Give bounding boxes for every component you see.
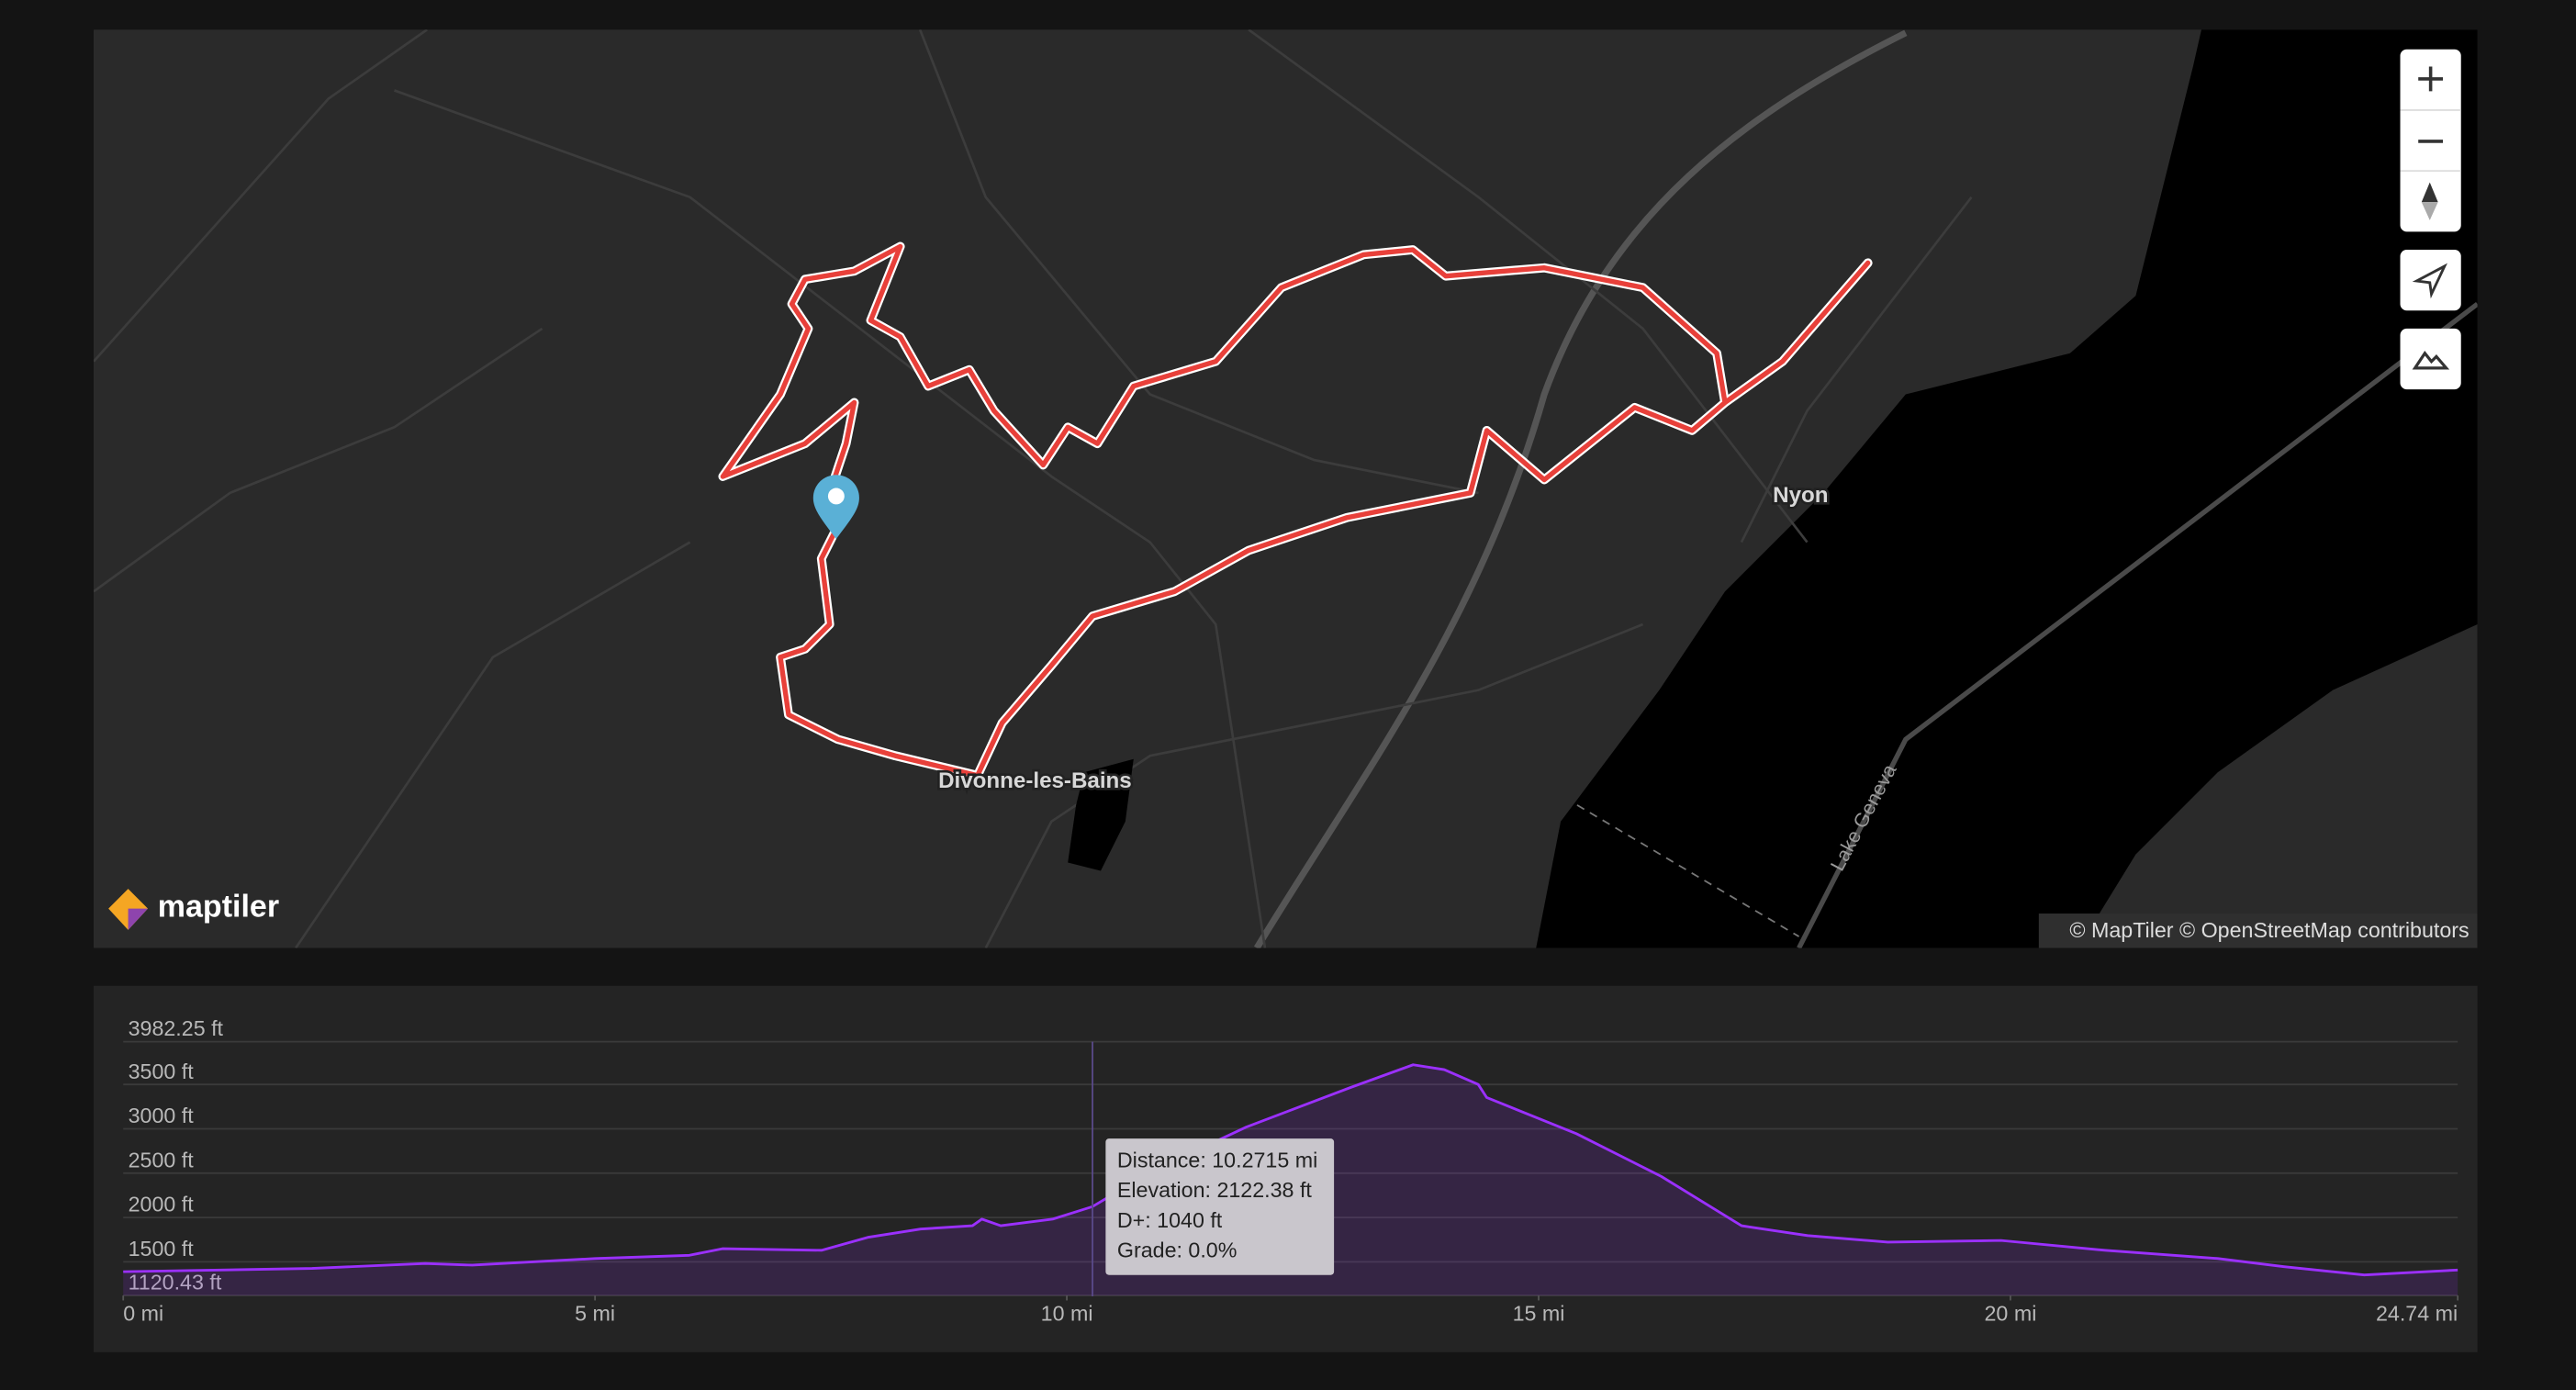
marker-dot xyxy=(827,488,845,505)
y-tick-label: 1500 ft xyxy=(129,1237,195,1261)
route xyxy=(718,241,1873,780)
geolocate[interactable] xyxy=(2400,250,2461,311)
y-tick-label: 2500 ft xyxy=(129,1148,195,1171)
border xyxy=(1576,804,1800,937)
terrain[interactable] xyxy=(2400,328,2461,390)
x-tick-label: 5 mi xyxy=(575,1302,615,1326)
tooltip-line: Grade: 0.0% xyxy=(1117,1239,1238,1262)
place-label: Divonne-les-Bains xyxy=(938,768,1132,793)
x-tick-label: 24.74 mi xyxy=(2376,1302,2458,1326)
shore xyxy=(2078,624,2478,948)
map-controls xyxy=(2400,49,2461,390)
zoom-out[interactable] xyxy=(2401,110,2461,171)
x-tick-label: 15 mi xyxy=(1513,1302,1565,1326)
y-tick-label: 3982.25 ft xyxy=(129,1016,224,1040)
tooltip-line: D+: 1040 ft xyxy=(1117,1208,1223,1232)
logo-text: maptiler xyxy=(158,890,279,925)
place-label: Nyon xyxy=(1773,483,1828,508)
compass[interactable] xyxy=(2421,182,2438,220)
zoom-in[interactable] xyxy=(2401,50,2461,110)
attribution[interactable]: © MapTiler © OpenStreetMap contributors xyxy=(2069,918,2469,942)
small-lake xyxy=(1068,758,1134,871)
elevation-line xyxy=(123,1063,2458,1277)
x-tick-label: 0 mi xyxy=(123,1302,163,1326)
x-tick-label: 20 mi xyxy=(1985,1302,2037,1326)
y-tick-label: 1120.43 ft xyxy=(129,1271,222,1295)
y-tick-label: 3000 ft xyxy=(129,1104,195,1127)
logo[interactable]: maptiler xyxy=(108,889,279,930)
roads xyxy=(1253,29,2478,948)
y-tick-label: 3500 ft xyxy=(129,1059,195,1083)
x-tick-label: 10 mi xyxy=(1041,1302,1093,1326)
minor-roads xyxy=(94,29,1973,948)
attribution-bg xyxy=(2038,914,2478,948)
tooltip: Distance: 10.2715 mi Elevation: 2122.38 f… xyxy=(1092,1041,1335,1296)
tooltip-box xyxy=(1105,1138,1335,1275)
map[interactable]: Nyon Divonne-les-Bains Lake Geneva mapti… xyxy=(94,29,2478,948)
tooltip-line: Distance: 10.2715 mi xyxy=(1117,1148,1317,1171)
y-tick-label: 2000 ft xyxy=(129,1193,195,1216)
lake xyxy=(1536,29,2478,948)
tooltip-line: Elevation: 2122.38 ft xyxy=(1117,1178,1313,1202)
start-marker[interactable] xyxy=(812,475,859,539)
